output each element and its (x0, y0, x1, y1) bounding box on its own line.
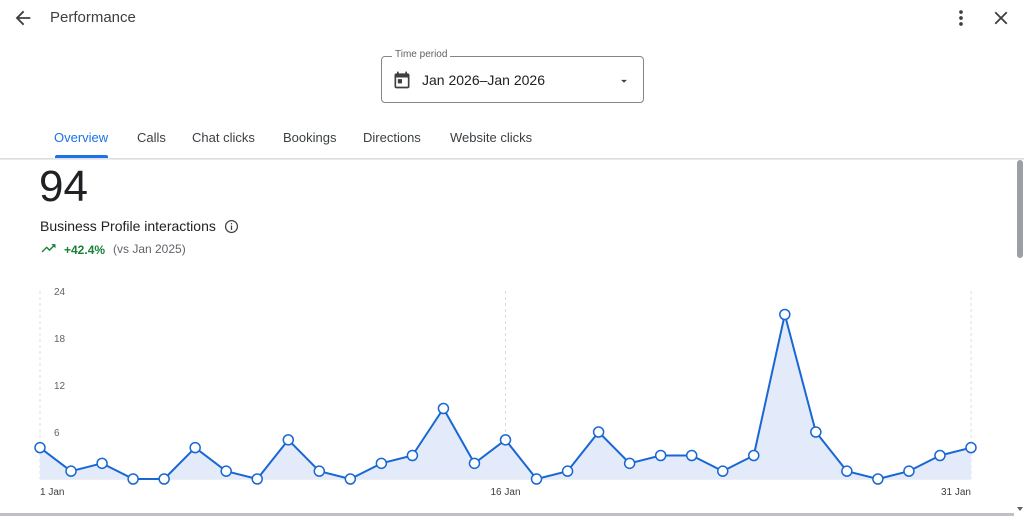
y-tick-label: 18 (54, 334, 66, 345)
trend-comparison: (vs Jan 2025) (113, 242, 186, 256)
overview-panel: 94 Business Profile interactions +42.4% … (0, 160, 1024, 516)
data-point (251, 473, 263, 485)
data-point (344, 473, 357, 485)
data-point (623, 457, 636, 470)
scroll-down-icon[interactable] (1016, 505, 1024, 513)
tab-chat-clicks[interactable]: Chat clicks (192, 130, 255, 145)
tab-bar: Overview Calls Chat clicks Bookings Dire… (0, 122, 1024, 158)
metric-label: Business Profile interactions (40, 218, 216, 234)
scrollbar-thumb[interactable] (1017, 160, 1023, 258)
data-point (437, 402, 450, 415)
time-period-label: Time period (392, 49, 451, 60)
interactions-count: 94 (39, 162, 88, 211)
data-point (561, 465, 574, 477)
data-point (872, 473, 884, 485)
time-period-value: Jan 2026–Jan 2026 (422, 72, 545, 88)
data-point (189, 441, 201, 454)
data-point (810, 426, 822, 438)
interactions-line-chart: 24 18 12 6 1 Jan 16 Jan 31 Jan (34, 287, 977, 498)
data-point (685, 449, 698, 462)
calendar-icon (394, 71, 410, 89)
arrow-back-icon[interactable] (12, 7, 34, 29)
y-tick-label: 6 (54, 428, 60, 439)
tabs-divider (0, 158, 1024, 160)
data-point (592, 426, 605, 438)
top-bar: Performance (0, 0, 1024, 36)
data-point (313, 465, 326, 477)
data-point (499, 434, 512, 446)
data-point (530, 473, 543, 485)
data-point (65, 465, 77, 477)
y-tick-label: 24 (54, 287, 66, 298)
data-point (220, 465, 232, 477)
data-point (282, 434, 295, 446)
x-tick-label: 31 Jan (941, 487, 971, 498)
x-tick-label: 16 Jan (490, 487, 520, 498)
data-point (468, 457, 481, 470)
info-icon[interactable] (224, 219, 239, 234)
trend-change: +42.4% (64, 243, 106, 257)
data-point (903, 465, 915, 477)
y-tick-label: 12 (54, 381, 66, 392)
x-tick-label: 1 Jan (40, 487, 64, 498)
series-area (40, 314, 971, 479)
data-point (96, 457, 108, 470)
trending-up-icon (41, 244, 56, 253)
data-point (406, 449, 419, 462)
more-vert-icon[interactable] (950, 7, 972, 29)
data-point (158, 473, 170, 485)
data-point (716, 465, 729, 477)
data-point (375, 457, 388, 470)
tab-bookings[interactable]: Bookings (283, 130, 337, 145)
bottom-edge (0, 513, 1014, 516)
tab-calls[interactable]: Calls (137, 130, 166, 145)
time-period-select[interactable]: Time period Jan 2026–Jan 2026 (381, 49, 644, 103)
data-point (965, 441, 977, 454)
tab-overview[interactable]: Overview (54, 130, 109, 145)
tab-directions[interactable]: Directions (363, 130, 421, 145)
data-point (654, 449, 667, 462)
data-point (748, 449, 760, 462)
active-tab-indicator (55, 155, 108, 158)
tab-website-clicks[interactable]: Website clicks (450, 130, 533, 145)
page-title: Performance (50, 9, 136, 26)
data-point (34, 441, 46, 454)
caret-down-icon (621, 79, 627, 83)
data-point (934, 449, 946, 462)
data-point (841, 465, 853, 477)
data-point (127, 473, 139, 485)
data-point (779, 308, 791, 321)
close-icon[interactable] (990, 7, 1012, 29)
